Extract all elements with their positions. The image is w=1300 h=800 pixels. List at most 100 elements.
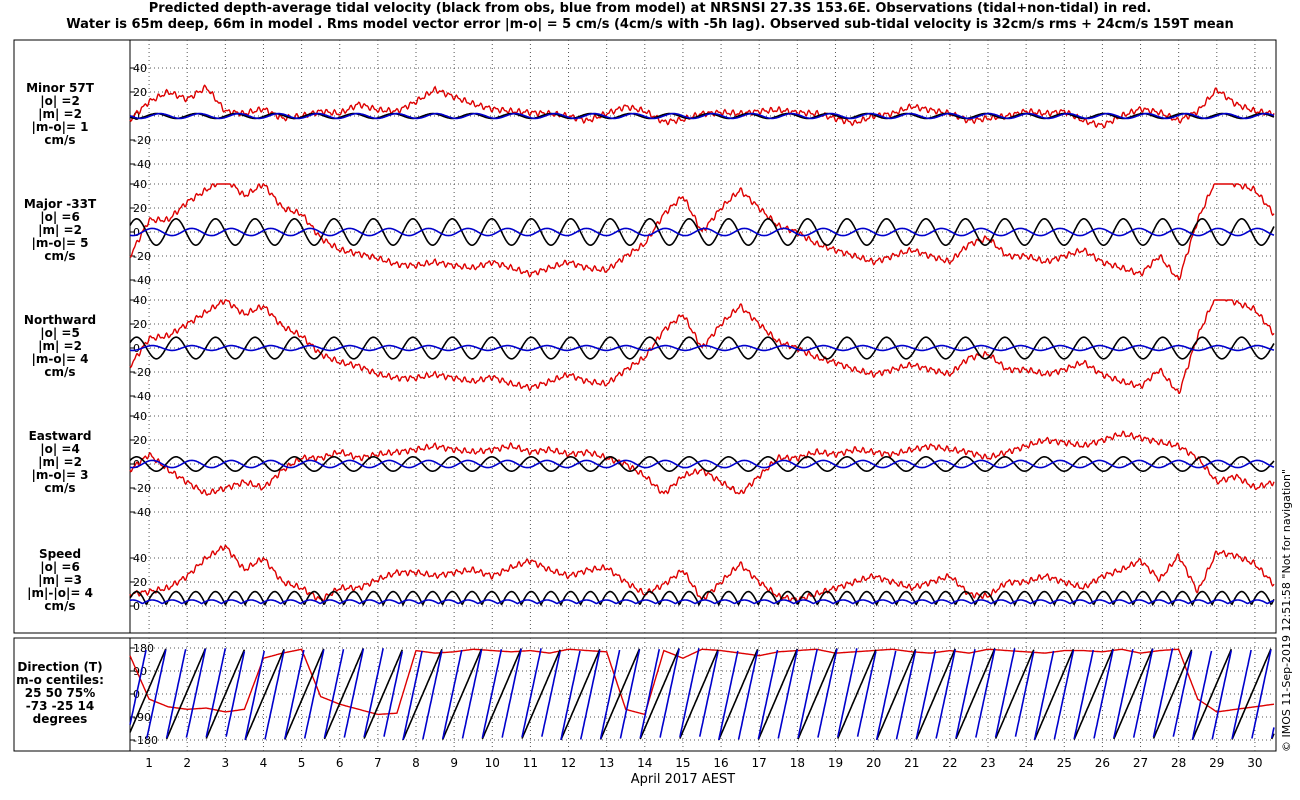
y-tick-label: -40 <box>133 158 151 171</box>
y-tick-label: -20 <box>133 134 151 147</box>
x-tick-label: 9 <box>450 756 458 770</box>
panel-label: |m-o|= 5 <box>31 236 88 250</box>
x-tick-label: 17 <box>752 756 767 770</box>
x-tick-label: 26 <box>1095 756 1110 770</box>
x-tick-label: 12 <box>561 756 576 770</box>
y-tick-label: 0 <box>133 110 140 123</box>
series-eastward-observed <box>129 430 1275 496</box>
panel-label: |o| =6 <box>40 210 80 224</box>
x-tick-label: 7 <box>374 756 382 770</box>
panel-label: Speed <box>39 547 81 561</box>
x-tick-label: 23 <box>980 756 995 770</box>
x-tick-label: 28 <box>1171 756 1186 770</box>
y-tick-label: -40 <box>133 390 151 403</box>
y-tick-label: -40 <box>133 506 151 519</box>
series-northward-model <box>129 344 1275 352</box>
panel-label: |m-o|= 1 <box>31 120 88 134</box>
x-tick-label: 20 <box>866 756 881 770</box>
x-axis-label: April 2017 AEST <box>631 772 735 787</box>
y-tick-label: 90 <box>133 665 147 678</box>
panel-label: cm/s <box>44 133 75 147</box>
x-tick-label: 11 <box>523 756 538 770</box>
y-tick-label: 0 <box>133 458 140 471</box>
x-tick-label: 18 <box>790 756 805 770</box>
panel-label: |o| =5 <box>40 326 80 340</box>
y-tick-label: 20 <box>133 202 147 215</box>
panel-label: m-o centiles: <box>16 673 104 687</box>
panel-label: Eastward <box>29 429 92 443</box>
panel-label: |o| =4 <box>40 442 80 456</box>
panel-label: |m-o|= 3 <box>31 468 88 482</box>
panel-label: cm/s <box>44 249 75 263</box>
series-northward-obs_tidal <box>129 336 1275 360</box>
panel-label: |m| =3 <box>38 573 82 587</box>
y-tick-label: -20 <box>133 482 151 495</box>
x-tick-label: 22 <box>942 756 957 770</box>
series-eastward-obs_tidal <box>129 456 1275 473</box>
x-tick-label: 6 <box>336 756 344 770</box>
panel-label: |o| =6 <box>40 560 80 574</box>
x-tick-label: 21 <box>904 756 919 770</box>
panel-label: Minor 57T <box>26 81 95 95</box>
y-tick-label: 40 <box>133 410 147 423</box>
x-tick-label: 2 <box>183 756 191 770</box>
x-tick-label: 14 <box>637 756 652 770</box>
y-tick-label: 20 <box>133 86 147 99</box>
series-direction-obs_tidal <box>129 648 1275 741</box>
y-tick-label: 0 <box>133 226 140 239</box>
panel-label: 25 50 75% <box>25 686 95 700</box>
panel-label: |o| =2 <box>40 94 80 108</box>
panel-label: cm/s <box>44 481 75 495</box>
x-tick-label: 24 <box>1018 756 1033 770</box>
y-tick-label: -20 <box>133 366 151 379</box>
series-major-model <box>129 227 1275 237</box>
series-speed-observed <box>129 544 1275 605</box>
panel-label: cm/s <box>44 365 75 379</box>
series-speed-model <box>129 599 1275 605</box>
panel-label: |m| =2 <box>38 455 82 469</box>
x-tick-label: 25 <box>1057 756 1072 770</box>
x-tick-label: 29 <box>1209 756 1224 770</box>
y-tick-label: 40 <box>133 294 147 307</box>
y-tick-label: 20 <box>133 576 147 589</box>
y-tick-label: 0 <box>133 600 140 613</box>
panel-label: -73 -25 14 <box>26 699 94 713</box>
x-tick-label: 5 <box>298 756 306 770</box>
series-eastward-model <box>129 459 1275 469</box>
y-tick-label: 40 <box>133 178 147 191</box>
panel-label: |m-o|= 4 <box>31 352 88 366</box>
x-tick-label: 27 <box>1133 756 1148 770</box>
x-tick-label: 3 <box>222 756 230 770</box>
x-tick-label: 13 <box>599 756 614 770</box>
panel-label: |m| =2 <box>38 107 82 121</box>
panel-label: degrees <box>33 712 88 726</box>
panel-label: Major -33T <box>24 197 97 211</box>
series-major-observed <box>129 182 1275 281</box>
panel-label: Direction (T) <box>17 660 102 674</box>
panel-label: cm/s <box>44 599 75 613</box>
series-direction-observed <box>129 648 1275 716</box>
series-minor-observed <box>129 84 1275 129</box>
copyright-note: © IMOS 11-Sep-2019 12:51:58 "Not for nav… <box>1280 468 1293 752</box>
x-tick-label: 4 <box>260 756 268 770</box>
y-tick-label: 180 <box>133 642 154 655</box>
panel-label: |m|-|o|= 4 <box>27 586 93 600</box>
series-direction-model <box>129 648 1275 740</box>
y-tick-label: -20 <box>133 250 151 263</box>
y-tick-label: -180 <box>133 734 158 747</box>
y-tick-label: -40 <box>133 274 151 287</box>
panel-label: |m| =2 <box>38 339 82 353</box>
x-tick-label: 19 <box>828 756 843 770</box>
x-tick-label: 16 <box>713 756 728 770</box>
chart-title-line-2: Water is 65m deep, 66m in model . Rms mo… <box>66 17 1234 32</box>
x-tick-label: 10 <box>485 756 500 770</box>
series-major-obs_tidal <box>129 217 1275 247</box>
panel-label: Northward <box>24 313 96 327</box>
y-tick-label: 20 <box>133 434 147 447</box>
y-tick-label: 0 <box>133 342 140 355</box>
x-tick-label: 30 <box>1247 756 1262 770</box>
series-speed-obs_tidal <box>129 590 1275 607</box>
y-tick-label: 40 <box>133 62 147 75</box>
x-tick-label: 15 <box>675 756 690 770</box>
